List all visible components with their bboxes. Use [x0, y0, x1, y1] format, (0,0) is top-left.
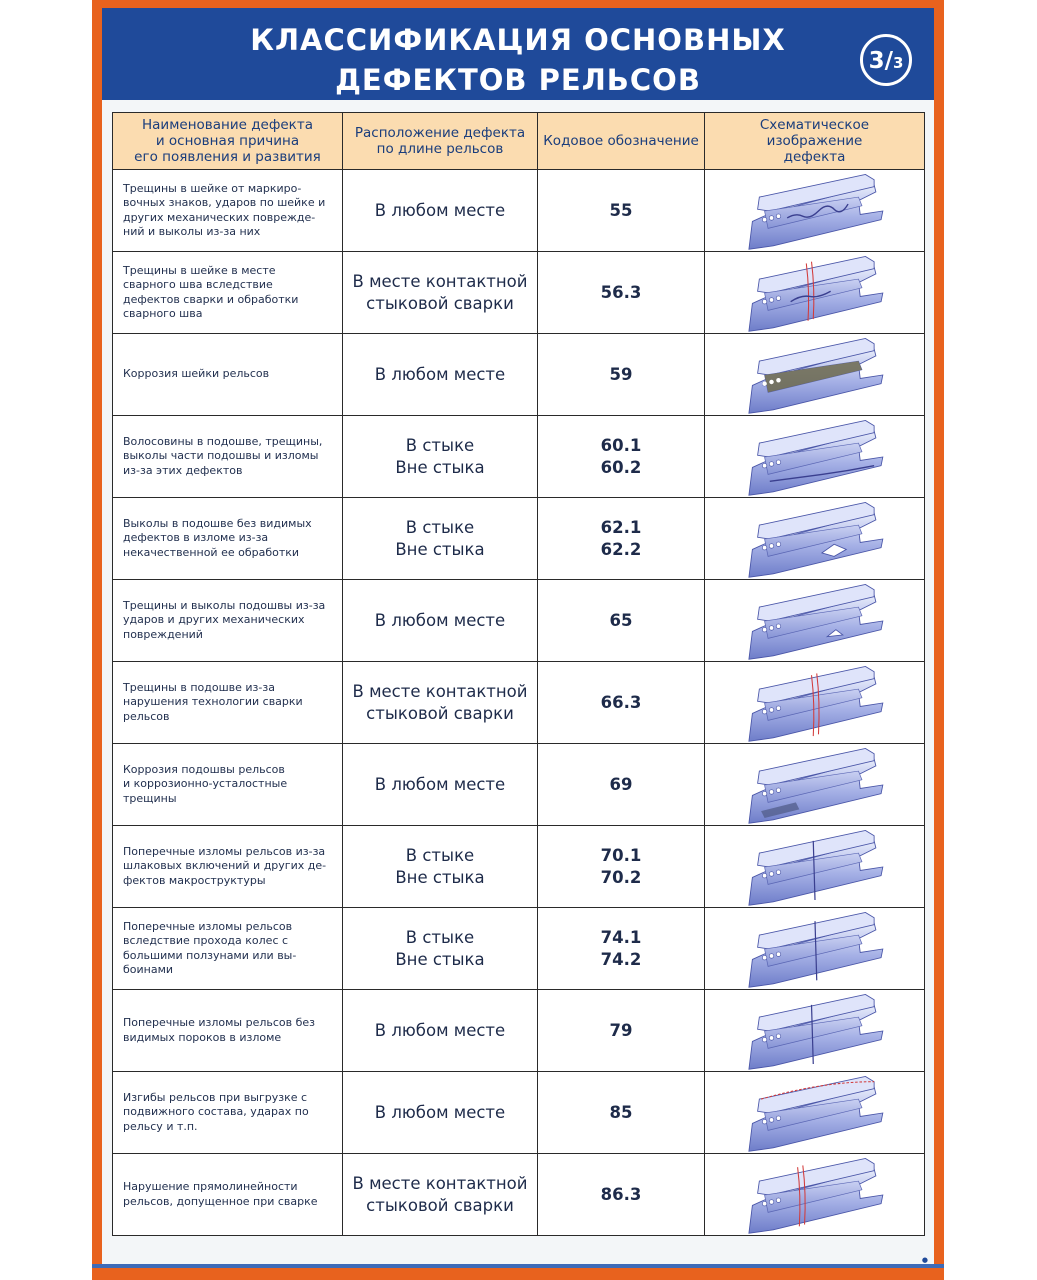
- defect-image: [704, 169, 925, 252]
- defect-location: В любом месте: [342, 169, 538, 252]
- defect-name: Нарушение прямолинейности рельсов, допущ…: [112, 1153, 343, 1236]
- defect-name: Трещины и выколы подошвы из-за ударов и …: [112, 579, 343, 662]
- bottom-border: [92, 1268, 944, 1280]
- page-badge: 3/3: [860, 34, 912, 86]
- rail-web-crack-icon: [747, 173, 883, 250]
- defect-name: Трещины в шейке от маркиро- вочных знако…: [112, 169, 343, 252]
- defect-image: [704, 661, 925, 744]
- rail-base-corrosion-icon: [747, 747, 883, 824]
- rail-base-chip-small-icon: [747, 583, 883, 660]
- rail-web-corrosion-icon: [747, 337, 883, 414]
- defect-location: В любом месте: [342, 989, 538, 1072]
- defect-location: В любом месте: [342, 333, 538, 416]
- defect-code: 79: [537, 989, 705, 1072]
- rail-base-seam-icon: [747, 419, 883, 496]
- defect-code: 69: [537, 743, 705, 826]
- defect-code: 66.3: [537, 661, 705, 744]
- defect-location: В месте контактной стыковой сварки: [342, 1153, 538, 1236]
- defect-location: В любом месте: [342, 743, 538, 826]
- defect-name: Поперечные изломы рельсов из-за шлаковых…: [112, 825, 343, 908]
- rail-transverse-break-wheel-icon: [747, 911, 883, 988]
- rail-base-chip-icon: [747, 501, 883, 578]
- table-row: Волосовины в подошве, трещины, выколы ча…: [112, 415, 925, 498]
- table-row: Трещины в шейке в месте сварного шва всл…: [112, 251, 925, 334]
- publisher-logo-icon: ●: [921, 1256, 928, 1264]
- header-location: Расположение дефекта по длине рельсов: [342, 112, 538, 170]
- table-row: Изгибы рельсов при выгрузке с подвижного…: [112, 1071, 925, 1154]
- title-line-2: ДЕФЕКТОВ РЕЛЬСОВ: [335, 63, 701, 97]
- defect-name: Поперечные изломы рельсов вследствие про…: [112, 907, 343, 990]
- top-border: [92, 0, 944, 8]
- defect-image: [704, 989, 925, 1072]
- defect-name: Коррозия шейки рельсов: [112, 333, 343, 416]
- defect-image: [704, 1153, 925, 1236]
- title-line-1: КЛАССИФИКАЦИЯ ОСНОВНЫХ: [250, 23, 786, 57]
- defect-code: 85: [537, 1071, 705, 1154]
- table-row: Трещины и выколы подошвы из-за ударов и …: [112, 579, 925, 662]
- defect-code: 70.1 70.2: [537, 825, 705, 908]
- table-row: Коррозия подошвы рельсов и коррозионно-у…: [112, 743, 925, 826]
- defect-code: 74.1 74.2: [537, 907, 705, 990]
- defect-location: В месте контактной стыковой сварки: [342, 251, 538, 334]
- rail-transverse-break-plain-icon: [747, 993, 883, 1070]
- table-row: Поперечные изломы рельсов из-за шлаковых…: [112, 825, 925, 908]
- defect-name: Волосовины в подошве, трещины, выколы ча…: [112, 415, 343, 498]
- poster-title: КЛАССИФИКАЦИЯ ОСНОВНЫХ ДЕФЕКТОВ РЕЛЬСОВ: [102, 20, 934, 100]
- defect-code: 56.3: [537, 251, 705, 334]
- defect-name: Поперечные изломы рельсов без видимых по…: [112, 989, 343, 1072]
- table-row: Коррозия шейки рельсов В любом месте 59: [112, 333, 925, 416]
- badge-main: 3/: [868, 48, 893, 74]
- table-row: Выколы в подошве без видимых дефектов в …: [112, 497, 925, 580]
- rail-weld-bend-icon: [747, 1157, 883, 1234]
- table-header-row: Наименование дефекта и основная причина …: [112, 112, 925, 170]
- defect-name: Трещины в шейке в месте сварного шва всл…: [112, 251, 343, 334]
- defect-image: [704, 743, 925, 826]
- header-image: Схематическое изображение дефекта: [704, 112, 925, 170]
- defect-location: В любом месте: [342, 1071, 538, 1154]
- defect-code: 86.3: [537, 1153, 705, 1236]
- defect-image: [704, 333, 925, 416]
- rail-weld-base-crack-icon: [747, 665, 883, 742]
- rail-weld-web-crack-icon: [747, 255, 883, 332]
- table-row: Поперечные изломы рельсов вследствие про…: [112, 907, 925, 990]
- table-row: Поперечные изломы рельсов без видимых по…: [112, 989, 925, 1072]
- defect-location: В любом месте: [342, 579, 538, 662]
- table-row: Трещины в подошве из-за нарушения технол…: [112, 661, 925, 744]
- defect-name: Трещины в подошве из-за нарушения технол…: [112, 661, 343, 744]
- defect-name: Выколы в подошве без видимых дефектов в …: [112, 497, 343, 580]
- table-row: Трещины в шейке от маркиро- вочных знако…: [112, 169, 925, 252]
- defect-code: 55: [537, 169, 705, 252]
- defect-image: [704, 415, 925, 498]
- defect-image: [704, 907, 925, 990]
- defect-image: [704, 825, 925, 908]
- defect-code: 62.1 62.2: [537, 497, 705, 580]
- defect-location: В стыке Вне стыка: [342, 497, 538, 580]
- rail-transverse-break-icon: [747, 829, 883, 906]
- bottom-blue-line: [92, 1264, 944, 1268]
- rail-bend-icon: [747, 1075, 883, 1152]
- defect-name: Изгибы рельсов при выгрузке с подвижного…: [112, 1071, 343, 1154]
- defect-location: В месте контактной стыковой сварки: [342, 661, 538, 744]
- header-code: Кодовое обозначение: [537, 112, 705, 170]
- defect-image: [704, 1071, 925, 1154]
- defect-location: В стыке Вне стыка: [342, 907, 538, 990]
- defect-code: 59: [537, 333, 705, 416]
- table-row: Нарушение прямолинейности рельсов, допущ…: [112, 1153, 925, 1236]
- left-border: [92, 8, 102, 1270]
- defect-code: 65: [537, 579, 705, 662]
- defect-image: [704, 579, 925, 662]
- defect-image: [704, 251, 925, 334]
- right-border: [934, 8, 944, 1270]
- header-name: Наименование дефекта и основная причина …: [112, 112, 343, 170]
- defect-code: 60.1 60.2: [537, 415, 705, 498]
- defect-name: Коррозия подошвы рельсов и коррозионно-у…: [112, 743, 343, 826]
- defect-location: В стыке Вне стыка: [342, 825, 538, 908]
- defects-table: Наименование дефекта и основная причина …: [112, 112, 925, 1236]
- badge-sub: 3: [892, 54, 904, 72]
- defect-image: [704, 497, 925, 580]
- poster-header: КЛАССИФИКАЦИЯ ОСНОВНЫХ ДЕФЕКТОВ РЕЛЬСОВ …: [102, 8, 934, 100]
- defect-location: В стыке Вне стыка: [342, 415, 538, 498]
